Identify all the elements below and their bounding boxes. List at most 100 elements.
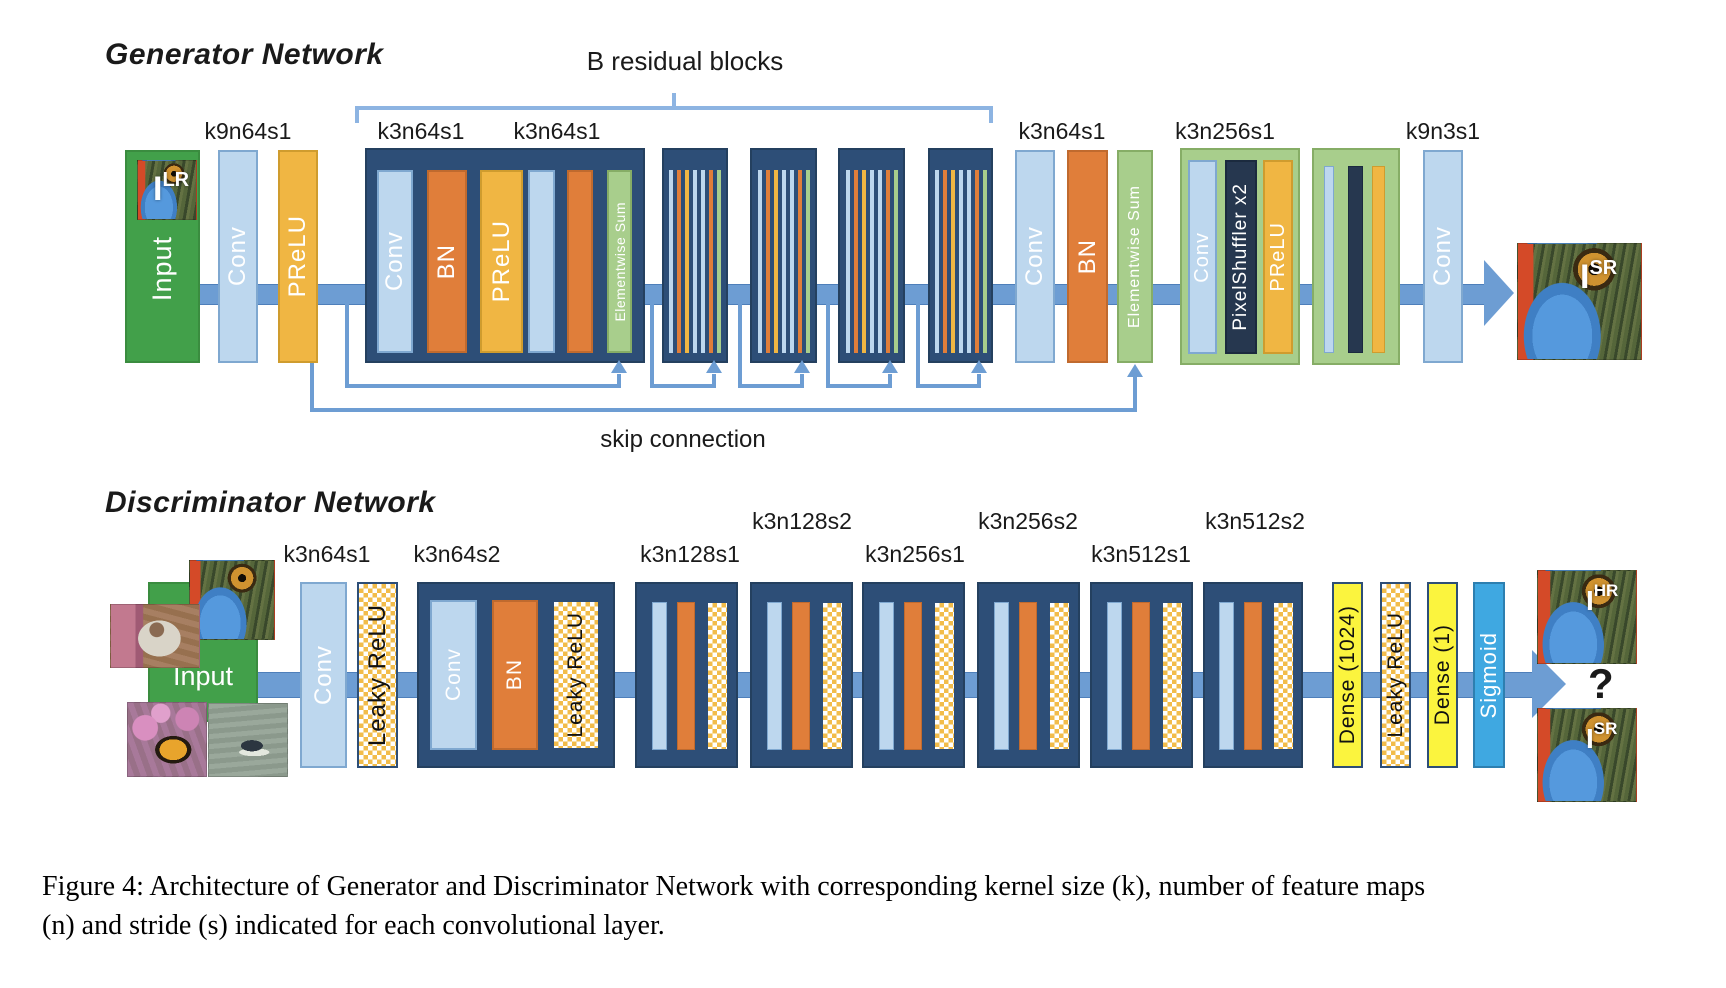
ps2-pixelshuffler-stripe (1348, 166, 1363, 353)
disc-label-k3n512s2: k3n512s2 (1205, 508, 1305, 534)
gen-post-esum-block: Elementwise Sum (1117, 150, 1153, 363)
residual-block-compressed-1-stripes (666, 170, 724, 353)
disc-head-conv-block: Conv (300, 582, 347, 768)
res-conv1-label: Conv (381, 231, 408, 292)
stripe (805, 170, 810, 353)
skip-loop3-horizontal (738, 384, 804, 388)
ps-conv-label: Conv (1191, 231, 1213, 283)
disc-head-conv-label: Conv (309, 644, 337, 706)
residual-brace-label: B residual blocks (586, 46, 784, 76)
disc-c6-conv-stripe (1219, 602, 1234, 750)
disc-c1-bn-stripe (677, 602, 695, 750)
res-prelu-label: PReLU (487, 220, 515, 303)
skip-long-rise (1133, 377, 1137, 410)
input-lr-image (136, 160, 197, 220)
stripe (958, 170, 963, 353)
res-bn1-block: BN (427, 170, 467, 353)
output-sr-sup: SR (1589, 257, 1618, 279)
stripe (950, 170, 955, 353)
skip-loop3-arrowhead (794, 360, 810, 373)
pixelshuffler-block: PixelShuffler x2 (1225, 160, 1257, 354)
gen-label-res-conv2: k3n64s1 (513, 118, 601, 144)
disc-c4-conv-stripe (994, 602, 1009, 750)
generator-input-label: Input (147, 236, 177, 302)
res-conv1-block: Conv (377, 170, 413, 353)
output-hr-sup: HR (1593, 581, 1619, 600)
disc-label-k3n256s1: k3n256s1 (865, 541, 965, 567)
stripe (893, 170, 898, 353)
stripe (845, 170, 850, 353)
output-sr-base: I (1580, 258, 1590, 296)
skip-loop4-drop (826, 302, 830, 388)
ps-conv-block: Conv (1188, 160, 1217, 354)
stripe (781, 170, 786, 353)
skip-loop4-horizontal (826, 384, 892, 388)
res-prelu-block: PReLU (480, 170, 523, 353)
residual-brace-line (355, 106, 993, 110)
output-sr2-image-label: ISR (1586, 720, 1617, 753)
input-photo-woman (110, 604, 200, 668)
disc-c6-bn-stripe (1244, 602, 1262, 750)
skip-loop1-arrowhead (611, 360, 627, 373)
res-bn2-block (567, 170, 593, 353)
output-hr-image (1537, 570, 1637, 664)
dense-1-block: Dense (1) (1427, 582, 1458, 768)
residual-block-compressed-3-stripes (842, 170, 901, 353)
disc-c2-conv-stripe (767, 602, 782, 750)
gen-head-conv-label: Conv (224, 226, 251, 287)
stripe (797, 170, 802, 353)
disc-c1-conv-stripe (652, 602, 667, 750)
figure-caption-line1: Figure 4: Architecture of Generator and … (42, 871, 1426, 902)
input-photo-butterfly (127, 702, 207, 777)
question-mark: ? (1588, 660, 1614, 707)
skip-loop4-rise (888, 374, 892, 386)
dense-1-label: Dense (1) (1430, 624, 1454, 726)
stripe (677, 170, 681, 353)
gen-label-head: k9n64s1 (204, 118, 292, 144)
disc-det-conv-label: Conv (441, 648, 465, 702)
gen-head-prelu-label: PReLU (284, 215, 311, 298)
disc-c5-bn-stripe (1132, 602, 1150, 750)
disc-tail-lrelu-block: Leaky ReLU (1380, 582, 1411, 768)
disc-det-lrelu-label: Leaky ReLU (564, 612, 587, 738)
sigmoid-block: Sigmoid (1473, 582, 1505, 768)
res-bn1-label: BN (433, 243, 460, 280)
disc-head-lrelu-block: Leaky ReLU (357, 582, 398, 768)
disc-c1-lrelu-stripe (707, 602, 728, 750)
stripe (757, 170, 762, 353)
disc-label-k3n64s1: k3n64s1 (283, 541, 371, 567)
stripe (789, 170, 794, 353)
gen-post-bn-block: BN (1067, 150, 1108, 363)
stripe (853, 170, 858, 353)
ps-prelu-block: PReLU (1263, 160, 1293, 354)
input-photo-baboon (189, 560, 275, 640)
output-hr-image-label: IHR (1586, 582, 1618, 615)
output-hr-base: I (1586, 585, 1594, 616)
skip-loop1-horizontal (345, 384, 621, 388)
stripe (869, 170, 874, 353)
stripe (885, 170, 890, 353)
output-sr2-base: I (1586, 723, 1594, 754)
residual-brace-hook-right (989, 106, 993, 123)
residual-block-compressed-2-stripes (754, 170, 813, 353)
disc-c4-bn-stripe (1019, 602, 1037, 750)
disc-c2-bn-stripe (792, 602, 810, 750)
stripe (942, 170, 947, 353)
output-sr2-sup: SR (1593, 719, 1618, 738)
gen-post-bn-label: BN (1073, 238, 1101, 275)
skip-long-arrowhead (1127, 364, 1143, 377)
disc-c4-lrelu-stripe (1049, 602, 1070, 750)
disc-c6-lrelu-stripe (1273, 602, 1294, 750)
stripe (773, 170, 778, 353)
figure-caption: Figure 4: Architecture of Generator and … (42, 868, 1726, 945)
skip-loop5-rise (977, 374, 981, 386)
stripe (982, 170, 987, 353)
skip-connection-label: skip connection (600, 426, 766, 453)
dense-1024-label: Dense (1024) (1335, 605, 1359, 745)
disc-label-k3n128s2: k3n128s2 (752, 508, 852, 534)
disc-label-k3n256s2: k3n256s2 (978, 508, 1078, 534)
stripe (877, 170, 882, 353)
gen-label-upsample: k3n256s1 (1175, 118, 1275, 144)
res-conv2-block (528, 170, 555, 353)
